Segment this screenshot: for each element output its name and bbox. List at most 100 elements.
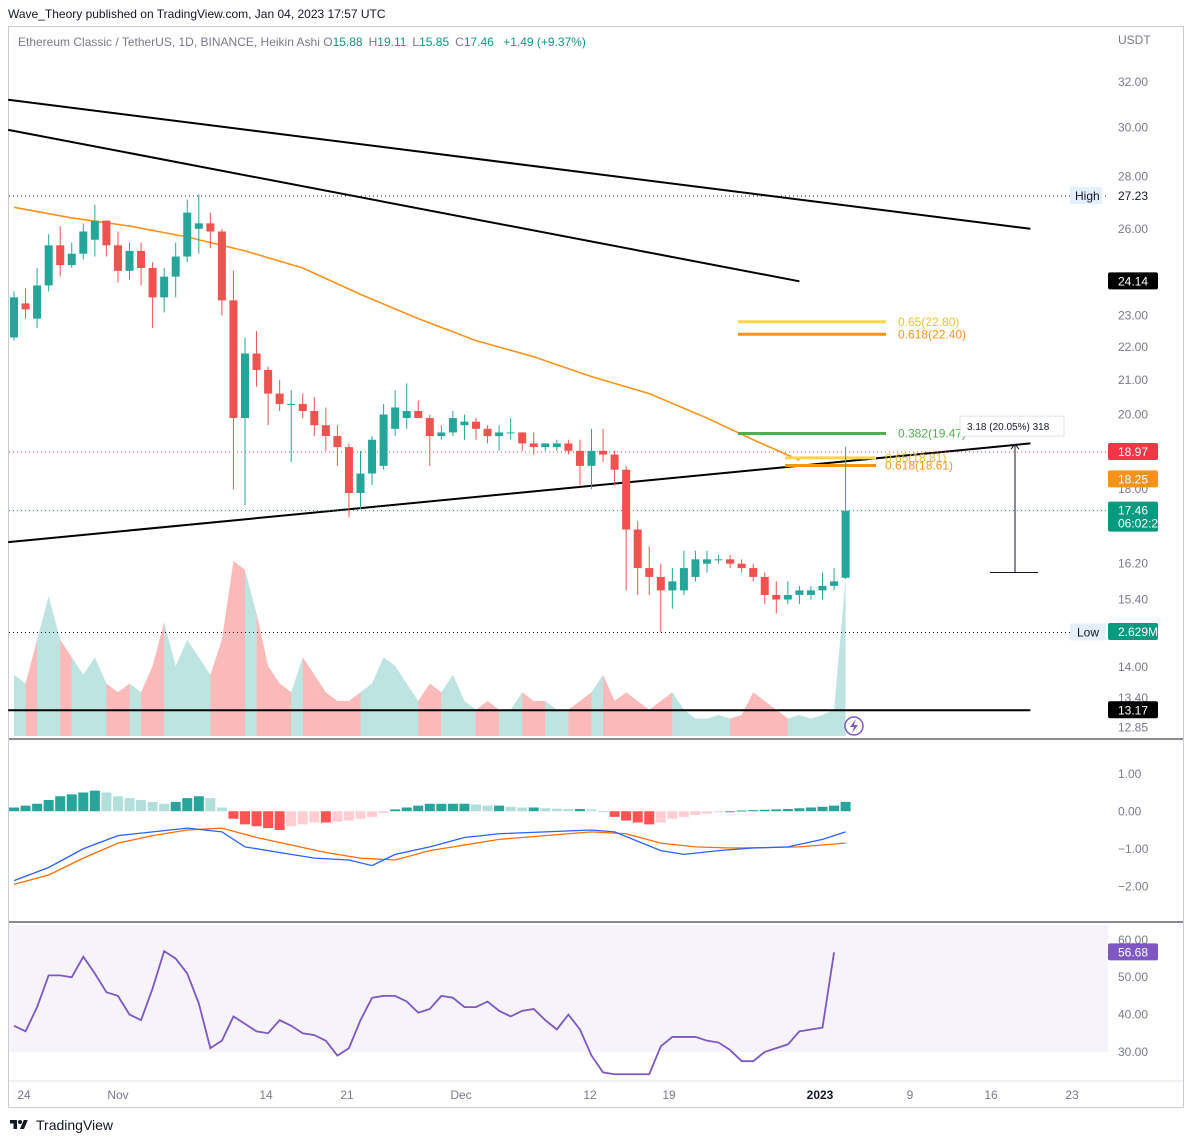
symbol-title: Ethereum Classic / TetherUS, 1D, BINANCE…: [18, 35, 320, 49]
volume-area-segment: [83, 657, 95, 736]
candle-body: [379, 414, 388, 466]
volume-area-segment: [753, 692, 765, 736]
candle-body: [356, 473, 365, 494]
time-tick-label: 23: [1065, 1088, 1079, 1102]
candle-body: [33, 285, 42, 319]
macd-histogram-bar: [655, 811, 666, 823]
candle-body: [298, 403, 307, 411]
volume-area-segment: [776, 709, 788, 736]
candle-body: [206, 223, 215, 232]
time-tick-label: Nov: [107, 1088, 128, 1102]
candle-body: [391, 407, 400, 429]
macd-histogram-bar: [482, 805, 493, 812]
volume-area-segment: [683, 709, 696, 736]
volume-area-segment: [372, 657, 384, 736]
price-badge-label: 18.97: [1118, 445, 1148, 459]
time-tick-label: Dec: [450, 1088, 471, 1102]
volume-area-segment: [591, 674, 604, 736]
macd-histogram-bar: [494, 805, 505, 812]
macd-histogram-bar: [678, 811, 689, 817]
volume-area-segment: [510, 692, 523, 736]
volume-area-segment: [175, 639, 188, 736]
candle-body: [564, 443, 573, 451]
volume-area-segment: [649, 701, 661, 736]
macd-histogram-bar: [563, 809, 574, 812]
macd-histogram-bar: [55, 796, 66, 812]
candle-body: [137, 250, 146, 268]
candle-body: [841, 510, 850, 578]
price-tick-label: 16.20: [1118, 557, 1148, 571]
macd-histogram-bar: [378, 811, 389, 814]
candle-body: [44, 245, 53, 286]
low-value: 15.85: [419, 35, 450, 49]
change-value: +1.49 (+9.37%): [503, 35, 586, 49]
candle-body: [287, 403, 296, 405]
macd-histogram-bar: [390, 809, 401, 812]
price-badge-label: 17.46: [1118, 504, 1148, 518]
macd-signal-line: [13, 827, 846, 886]
candle-body: [529, 443, 538, 448]
low-marker-box: [1070, 623, 1106, 641]
rsi-value-badge: [1108, 943, 1158, 961]
macd-histogram-bar: [574, 809, 585, 812]
volume-area-segment: [741, 692, 754, 736]
volume-area-segment: [198, 657, 211, 736]
macd-histogram-bar: [263, 811, 274, 829]
candle-body: [703, 559, 711, 564]
candle-body: [10, 297, 18, 338]
candle-body: [460, 421, 469, 426]
brand-name: TradingView: [36, 1117, 114, 1133]
volume-area-segment: [626, 692, 638, 736]
fib-level-label: 0.618(18.61): [885, 459, 953, 473]
price-badge-label: 24.14: [1118, 274, 1148, 288]
candle-body: [437, 432, 446, 437]
candle-body: [610, 454, 619, 470]
candle-body: [160, 276, 169, 298]
rsi-value-label: 56.68: [1118, 945, 1148, 959]
footer-brand[interactable]: TradingView: [8, 1117, 113, 1133]
macd-histogram-bar: [644, 811, 655, 825]
macd-histogram-bar: [193, 796, 204, 812]
macd-histogram-bar: [159, 803, 170, 812]
volume-area-segment: [60, 639, 72, 736]
macd-histogram-bar: [829, 805, 840, 812]
publish-line: Wave_Theory published on TradingView.com…: [8, 7, 386, 21]
measure-label: 3.18 (20.05%) 318: [967, 422, 1050, 433]
candle-body: [830, 581, 839, 586]
candle-body: [275, 393, 284, 404]
candle-body: [183, 212, 192, 257]
macd-histogram-bar: [759, 809, 770, 812]
macd-histogram-bar: [528, 807, 539, 812]
rsi-band: [9, 925, 1108, 1052]
volume-area-segment: [268, 666, 280, 736]
candle-body: [645, 568, 654, 577]
macd-histogram-bar: [609, 811, 620, 817]
volume-area-segment: [545, 701, 557, 736]
price-tick-label: 28.00: [1118, 169, 1148, 183]
time-tick-label: 9: [907, 1088, 914, 1102]
macd-histogram-bar: [20, 805, 31, 812]
candle-body: [483, 428, 492, 437]
fib-level-label: 0.618(22.40): [898, 327, 966, 341]
macd-histogram-bar: [216, 807, 227, 812]
volume-area-segment: [522, 692, 534, 736]
macd-histogram-bar: [840, 801, 851, 812]
macd-histogram-bar: [332, 811, 343, 822]
macd-line: [13, 827, 846, 882]
macd-histogram-bar: [598, 811, 609, 813]
trend-line: [8, 128, 800, 283]
symbol-legend: Ethereum Classic / TetherUS, 1D, BINANCE…: [18, 35, 586, 49]
candle-body: [368, 439, 377, 474]
candle-body: [575, 450, 584, 466]
candle-body: [217, 231, 226, 301]
open-label: O: [323, 35, 333, 49]
volume-area-segment: [764, 701, 777, 736]
volume-area-segment: [718, 715, 731, 736]
volume-area-segment: [441, 674, 453, 736]
macd-histogram-bar: [136, 800, 147, 812]
macd-histogram-bar: [101, 792, 112, 812]
macd-histogram-bar: [690, 811, 701, 815]
macd-histogram-bar: [794, 808, 805, 812]
rsi-tick-label: 50.00: [1118, 970, 1148, 984]
